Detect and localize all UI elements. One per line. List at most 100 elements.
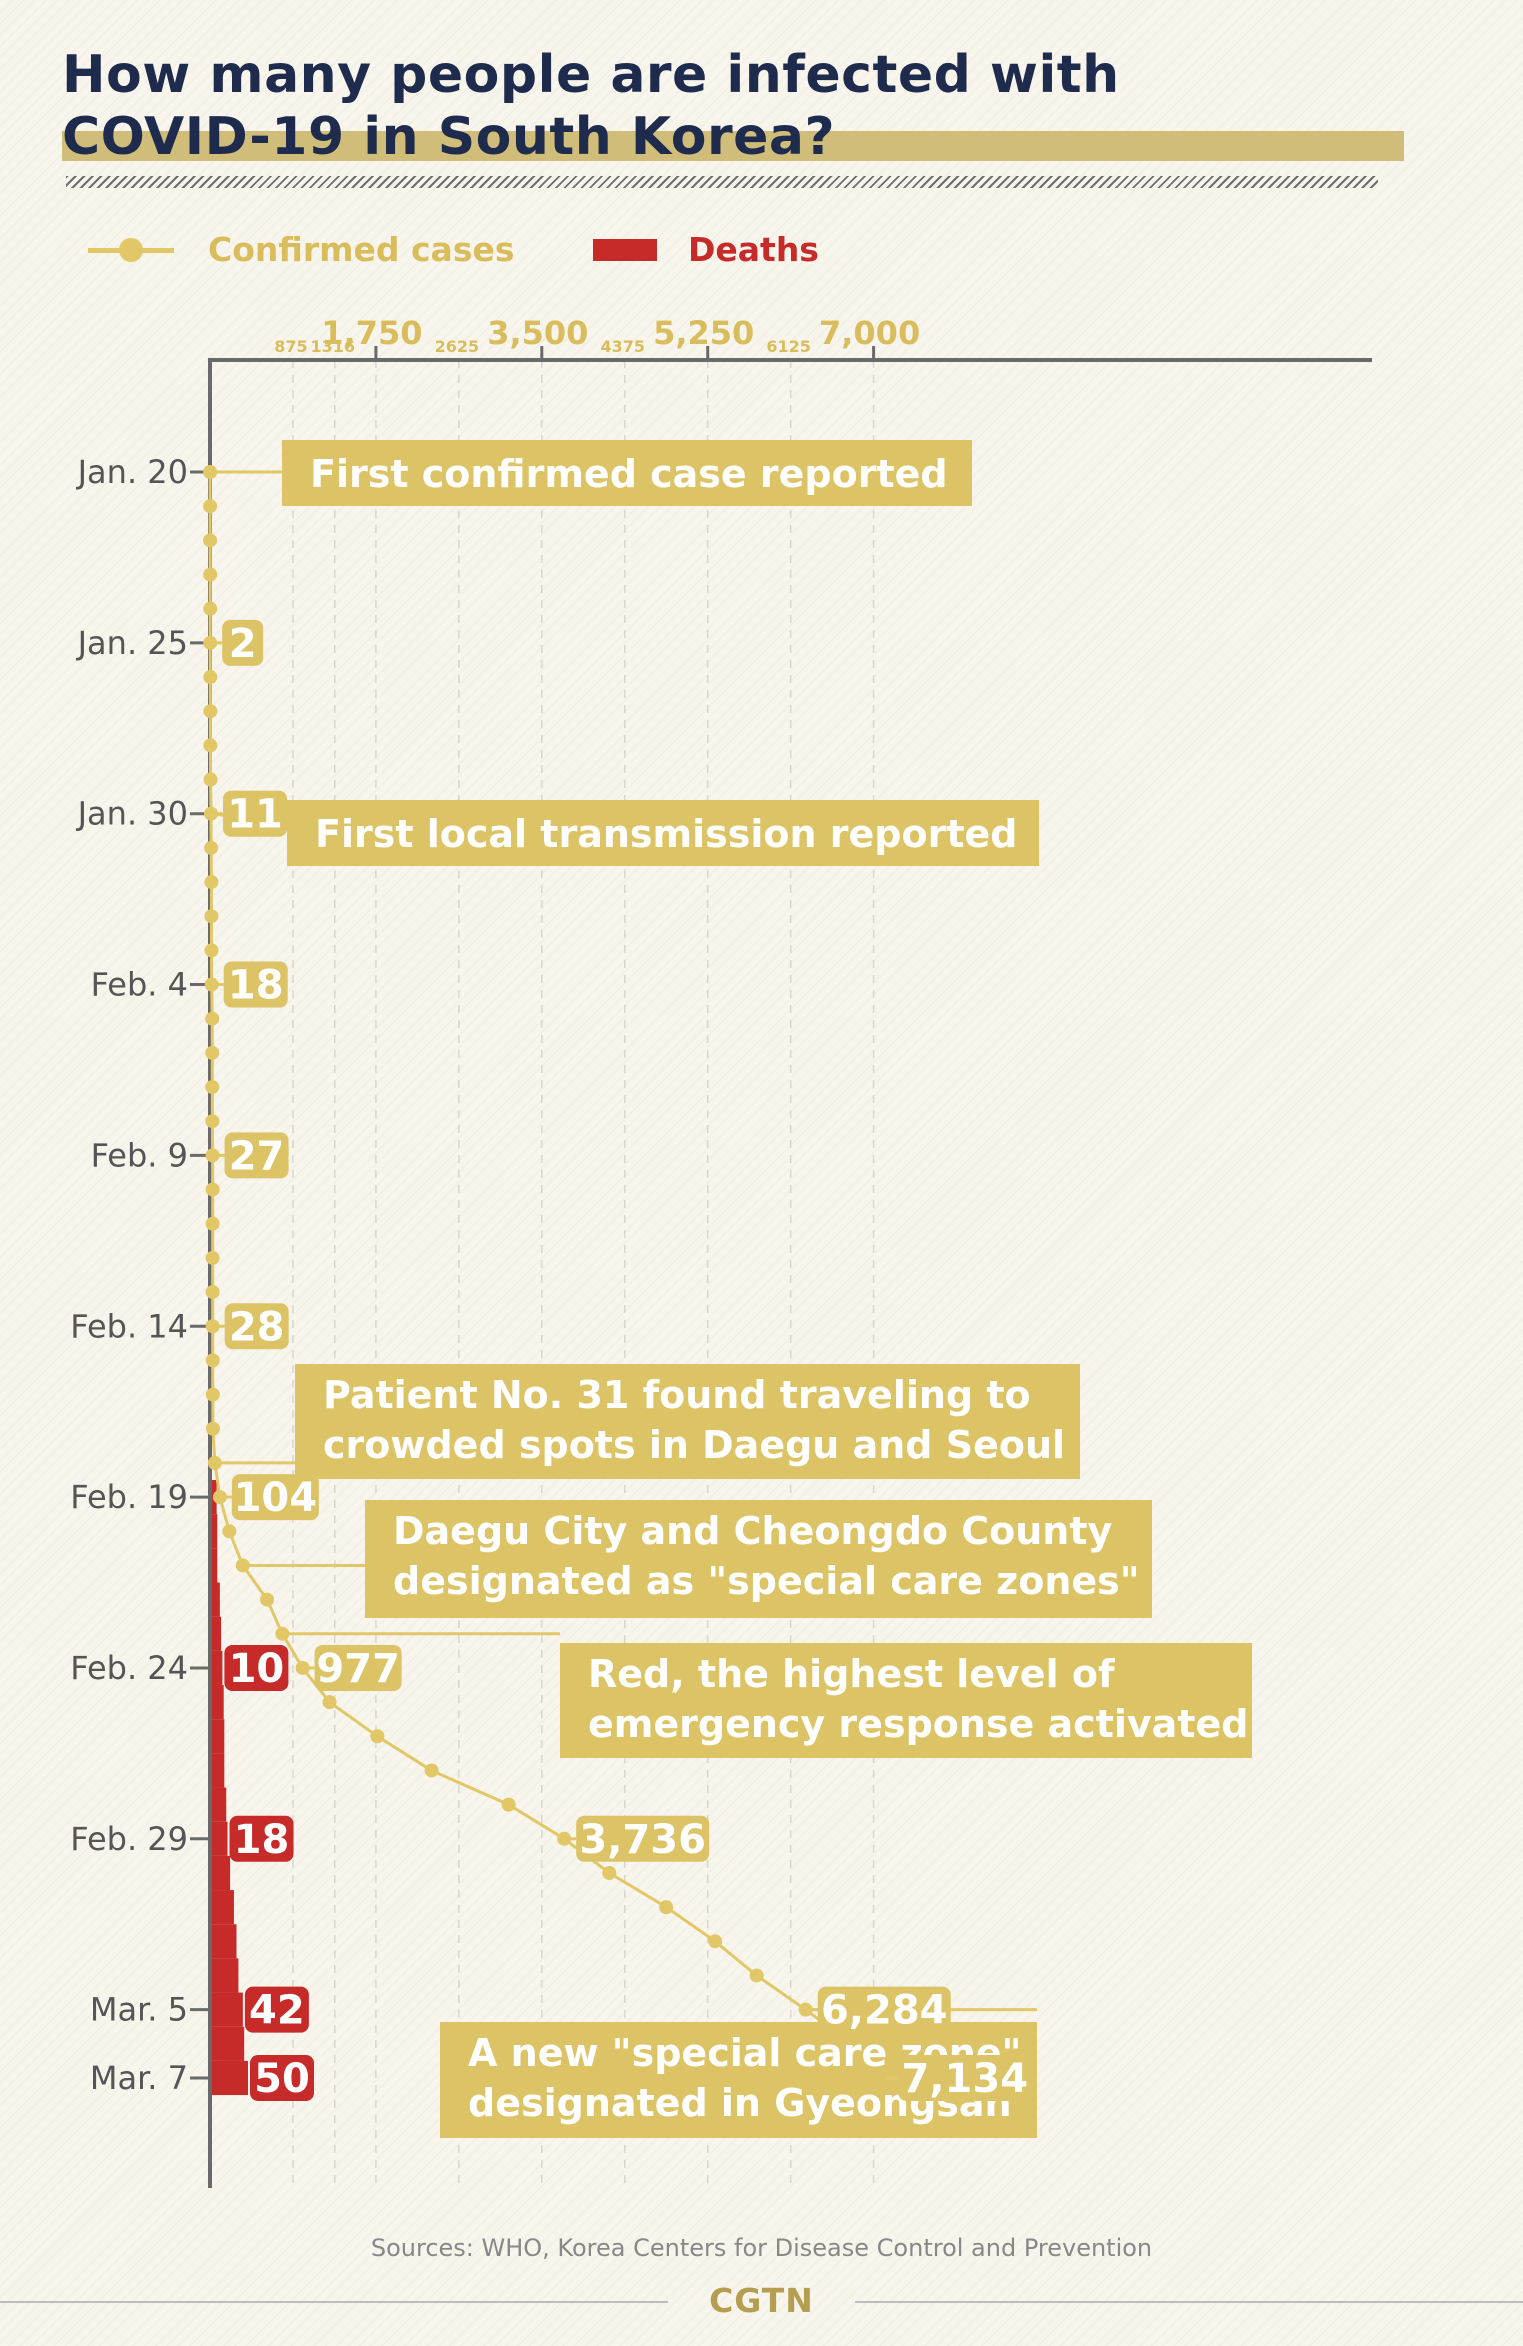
confirmed-point [205,1387,220,1402]
death-bar [212,1616,222,1651]
x-axis-top: 1,750 3,500 5,250 7,000 875 1316 2625 4375 6125 [208,314,1372,362]
data-label-box [244,1986,309,2033]
annotation-box [560,1643,1252,1758]
confirmed-point [205,1114,220,1129]
death-bar [212,1548,218,1583]
confirmed-point [222,1524,237,1539]
confirmed-line [208,472,888,2080]
chart-title: How many people are infected with COVID-… [62,44,1442,168]
data-label: 28 [212,1303,289,1350]
data-label-box [314,1644,402,1691]
confirmed-point [203,704,218,719]
confirmed-point [205,1353,220,1368]
confirmed-series [203,465,894,2085]
data-label-text: 42 [249,1988,305,2034]
confirmed-point [708,1934,723,1949]
x-tick-label: 3,500 [487,314,588,352]
death-bar [212,1753,225,1788]
data-label-box [231,1474,319,1521]
data-label-text: 18 [228,963,284,1009]
confirmed-point [370,1729,385,1744]
death-bar [212,1787,227,1822]
y-tick-label: Jan. 25 [76,624,188,662]
confirmed-point [203,601,218,616]
data-label-box [224,1644,289,1691]
x-tick-label: 1,750 [321,314,422,352]
annotation-box [365,1500,1152,1618]
confirmed-point [203,533,218,548]
data-label-box [576,1815,710,1862]
confirmed-point [205,1182,220,1197]
confirmed-point [205,1250,220,1265]
chart-title-line-2: COVID-19 in South Korea? [62,107,836,167]
death-bar [212,1855,231,1891]
data-label-text: 50 [254,2056,310,2102]
y-tick-label: Feb. 9 [91,1136,188,1174]
confirmed-point [749,1968,764,1983]
data-label: 27 [212,1132,289,1179]
y-tick-label: Feb. 19 [70,1478,188,1516]
confirmed-point [204,840,219,855]
data-label: 7,134 [886,2054,1032,2102]
data-label-text: 27 [229,1133,285,1179]
confirmed-point [204,909,219,924]
data-label-text: 11 [227,792,283,838]
death-bar [212,1958,239,1993]
data-label-text: 6,284 [821,1988,948,2034]
y-tick-label: Feb. 4 [91,966,188,1004]
data-label-box [222,619,264,666]
x-minor-tick-label: 4375 [600,337,645,356]
confirmed-point [205,1080,220,1095]
data-label: 18 [211,961,288,1009]
data-label-text: 7,134 [902,2056,1029,2102]
legend-dot-marker [119,238,143,262]
data-label-text: 2 [229,621,257,667]
title-divider-hatch [66,176,1378,188]
confirmed-point [203,738,218,753]
data-label-text: 28 [229,1304,285,1350]
death-bar [212,1514,218,1549]
annotation-text: Patient No. 31 found traveling to [323,1373,1031,1417]
data-label: 3,736 [564,1815,710,1863]
annotation-text: designated as "special care zones" [393,1559,1140,1603]
data-label: 977 [302,1644,402,1692]
confirmed-point [205,1285,220,1300]
chart-title-line-1: How many people are infected with [62,45,1120,105]
x-minor-tick-label: 1316 [310,337,355,356]
footer-rule-left [0,2301,668,2303]
death-bar [212,1719,225,1754]
annotation-text: First confirmed case reported [310,452,948,496]
confirmed-point [203,567,218,582]
death-bar [212,1992,243,2027]
y-axis-left: Jan. 20 Jan. 25 Jan. 30 Feb. 4 Feb. 9 Feb. 14… [70,360,212,2188]
data-label-text: 18 [234,1817,290,1863]
confirmed-point [203,772,218,787]
confirmed-point [205,1216,220,1231]
data-label-box [229,1815,294,1862]
confirmed-point [205,1421,220,1436]
x-minor-tick-label: 2625 [435,337,480,356]
data-label: 104 [219,1474,319,1521]
source-note: Sources: WHO, Korea Centers for Disease … [370,2234,1153,2262]
y-tick-label: Mar. 7 [90,2059,188,2097]
data-label-text: 3,736 [579,1817,706,1863]
death-bar [212,1685,224,1720]
y-tick-label: Mar. 5 [90,1991,188,2029]
death-bar [212,1924,237,1959]
footer-rule-right [855,2301,1523,2303]
death-bar [212,1821,228,1856]
confirmed-point [322,1695,337,1710]
data-label: 2 [210,619,264,667]
death-bar [212,1582,220,1617]
confirmed-point [204,943,219,958]
data-label: 11 [211,790,288,838]
confirmed-point [205,1011,220,1026]
annotation-text: Daegu City and Cheongdo County [393,1509,1113,1553]
data-label: 6,284 [805,1986,951,2034]
annotation-box [295,1364,1080,1479]
data-label-text: 10 [229,1646,285,1692]
data-label-text: 104 [234,1475,318,1521]
legend-label-deaths: Deaths [688,230,819,269]
confirmed-point [602,1865,617,1880]
